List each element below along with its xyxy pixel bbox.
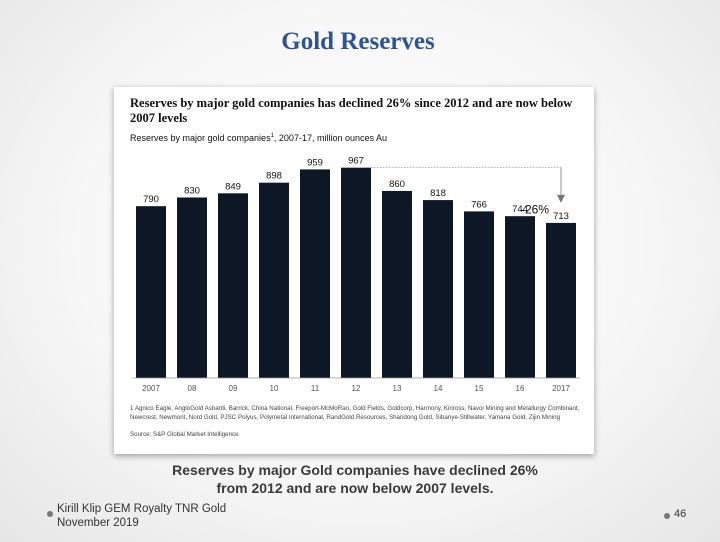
chart-subtitle-tail: , 2007-17, million ounces Au	[273, 133, 387, 143]
caption-line-2: from 2012 and are now below 2007 levels.	[216, 480, 494, 496]
chart-subtitle-text: Reserves by major gold companies	[130, 133, 271, 143]
caption-line-1: Reserves by major Gold companies have de…	[172, 462, 538, 478]
x-tick-label-09: 09	[229, 384, 238, 393]
footer-bullet-icon	[47, 511, 53, 517]
value-label-2017: 713	[553, 211, 569, 222]
bar-09	[218, 193, 248, 378]
value-label-12: 967	[348, 156, 364, 167]
value-label-2007: 790	[143, 194, 159, 205]
chart-card: Reserves by major gold companies has dec…	[114, 87, 594, 454]
x-tick-label-16: 16	[516, 384, 525, 393]
bar-15	[464, 211, 494, 378]
value-label-13: 860	[389, 179, 405, 190]
x-tick-label-2017: 2017	[552, 384, 570, 393]
bar-11	[300, 169, 330, 378]
slide-title: Gold Reserves	[281, 28, 435, 55]
bar-2007	[136, 206, 166, 378]
value-label-15: 766	[471, 199, 487, 210]
bar-2017	[546, 222, 576, 378]
footer-line-1: Kirill Klip GEM Royalty TNR Gold	[57, 503, 227, 515]
x-tick-label-14: 14	[434, 384, 443, 393]
decline-annotation: -26%	[521, 203, 549, 217]
x-tick-label-10: 10	[270, 384, 279, 393]
x-tick-label-12: 12	[352, 384, 361, 393]
value-label-10: 898	[266, 171, 282, 182]
page-bullet-icon	[664, 513, 670, 519]
chart-title: Reserves by major gold companies has dec…	[130, 96, 573, 125]
footer-line-2: November 2019	[57, 516, 139, 529]
bar-14	[423, 200, 453, 378]
chart-subtitle-footnote-marker: 1	[270, 133, 274, 139]
down-arrow-icon	[557, 194, 565, 203]
x-tick-label-08: 08	[188, 384, 197, 393]
value-label-11: 959	[307, 157, 323, 168]
value-label-16: 744	[512, 204, 528, 215]
chart-source: Source: S&P Global Market Intelligence	[130, 431, 239, 438]
page-number: 46	[674, 508, 687, 520]
x-tick-label-13: 13	[393, 384, 402, 393]
value-label-09: 849	[225, 181, 241, 192]
chart-footnote: 1 Agnico Eagle, AngloGold Ashanti, Barri…	[130, 405, 580, 421]
bar-08	[177, 197, 207, 378]
chart-subtitle: Reserves by major gold companies1, 2007-…	[130, 133, 585, 143]
x-tick-label-2007: 2007	[142, 384, 160, 393]
bar-chart: 790 2007 830 08 849 09 898 10 959 11 967 12 860 13 818…	[132, 156, 580, 393]
bar-13	[382, 190, 412, 378]
x-tick-label-11: 11	[311, 384, 320, 393]
x-tick-label-15: 15	[475, 384, 484, 393]
value-label-08: 830	[184, 185, 200, 196]
bar-16	[505, 216, 535, 378]
bar-10	[259, 182, 289, 378]
bar-12	[341, 167, 371, 378]
slide-caption: Reserves by major Gold companies have de…	[120, 461, 590, 497]
value-label-14: 818	[430, 188, 446, 199]
slide-footer: Kirill Klip GEM Royalty TNR Gold Novembe…	[57, 503, 277, 530]
